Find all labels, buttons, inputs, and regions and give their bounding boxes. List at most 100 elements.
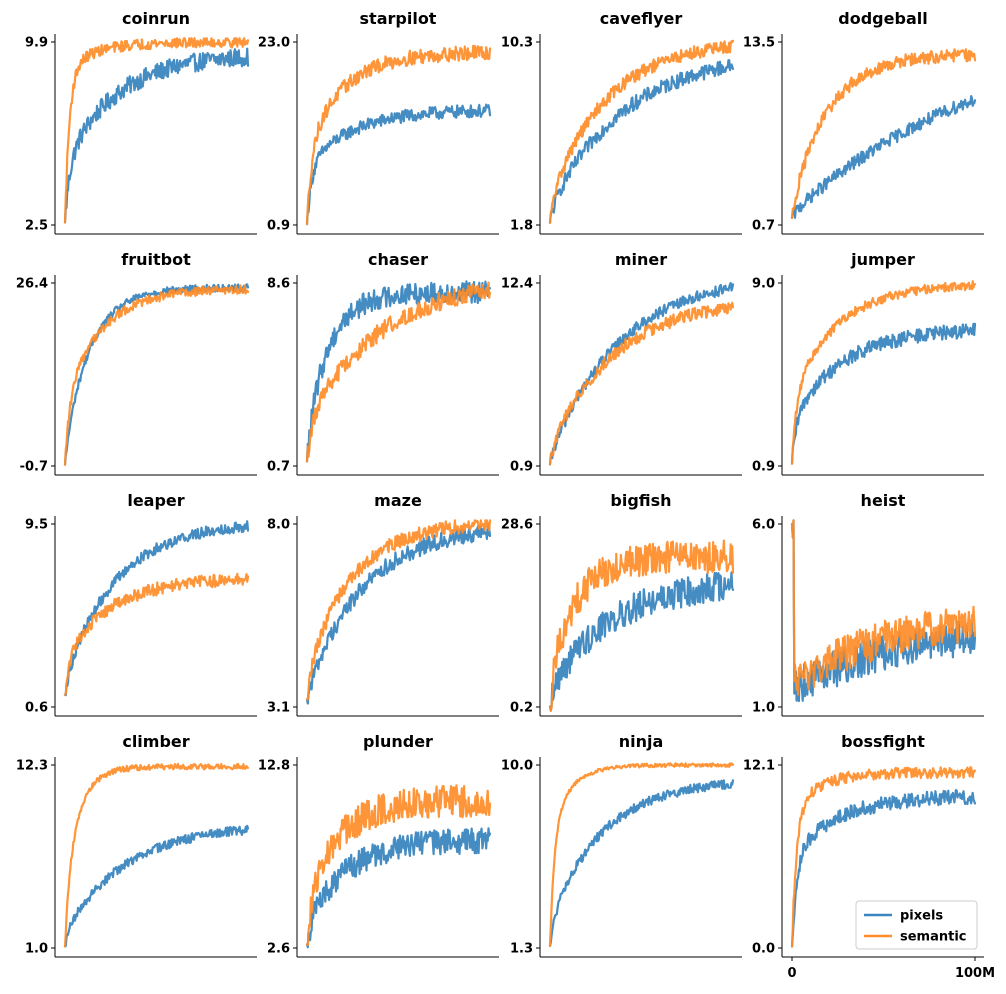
x-tick-label-start: 0 (787, 966, 796, 981)
panel-title: plunder (363, 732, 433, 751)
y-tick-label-max: 9.5 (25, 518, 48, 533)
panel-bigfish: bigfish 0.2 28.6 (501, 491, 742, 717)
panel-bossfight: bossfight 0.0 12.1 (743, 732, 984, 958)
panel-caveflyer: caveflyer 1.8 10.3 (501, 9, 742, 235)
panel-title: ninja (619, 732, 664, 751)
legend-label-pixels: pixels (900, 909, 943, 924)
series-line-semantic (548, 762, 735, 947)
series-line-semantic (63, 37, 250, 224)
y-tick-label-max: 8.0 (267, 518, 290, 533)
series-line-pixels (305, 103, 492, 226)
y-tick-label-max: 13.5 (743, 36, 775, 51)
series-line-pixels (548, 59, 735, 224)
y-tick-label-max: 9.9 (25, 36, 48, 51)
y-tick-label-min: 0.0 (752, 942, 775, 957)
y-tick-label-max: 23.0 (258, 36, 290, 51)
series-line-semantic (63, 284, 250, 466)
panel-starpilot: starpilot 0.9 23.0 (258, 9, 499, 235)
panel-heist: heist 1.0 6.0 (752, 491, 984, 717)
series-line-pixels (305, 280, 492, 463)
y-tick-label-max: 6.0 (752, 518, 775, 533)
panel-title: climber (122, 732, 189, 751)
y-tick-label-min: 3.1 (267, 701, 290, 716)
series-line-semantic (305, 519, 492, 701)
y-tick-label-max: 9.0 (752, 277, 775, 292)
y-tick-label-min: 0.9 (510, 460, 533, 475)
y-tick-label-max: 28.6 (501, 518, 533, 533)
series-line-semantic (548, 539, 735, 712)
panel-miner: miner 0.9 12.4 (501, 250, 742, 476)
y-tick-label-min: 0.7 (267, 460, 290, 475)
y-tick-label-min: 1.3 (510, 942, 533, 957)
panel-title: fruitbot (121, 250, 191, 269)
series-line-pixels (63, 824, 250, 948)
series-line-semantic (790, 48, 977, 219)
panel-fruitbot: fruitbot -0.7 26.4 (16, 250, 257, 476)
y-tick-label-min: 0.9 (752, 460, 775, 475)
panel-climber: climber 1.0 12.3 (16, 732, 257, 958)
y-tick-label-min: 1.0 (752, 701, 775, 716)
panel-chaser: chaser 0.7 8.6 (267, 250, 499, 476)
y-tick-label-max: 8.6 (267, 277, 290, 292)
panel-maze: maze 3.1 8.0 (267, 491, 499, 717)
panel-dodgeball: dodgeball 0.7 13.5 (743, 9, 984, 235)
panel-ninja: ninja 1.3 10.0 (501, 732, 742, 958)
panel-title: jumper (850, 250, 915, 269)
panel-title: caveflyer (600, 9, 683, 28)
series-line-semantic (305, 281, 492, 463)
series-line-pixels (790, 322, 977, 465)
panel-plunder: plunder 2.6 12.8 (258, 732, 499, 958)
series-line-pixels (548, 281, 735, 466)
y-tick-label-min: 1.0 (25, 942, 48, 957)
series-line-semantic (305, 784, 492, 947)
panel-title: coinrun (122, 9, 190, 28)
panel-title: starpilot (360, 9, 437, 28)
y-tick-label-max: 12.4 (501, 277, 533, 292)
panel-title: chaser (368, 250, 428, 269)
panel-leaper: leaper 0.6 9.5 (25, 491, 257, 717)
series-line-semantic (790, 519, 977, 696)
series-line-semantic (548, 301, 735, 466)
panel-jumper: jumper 0.9 9.0 (752, 250, 984, 476)
panel-title: miner (615, 250, 667, 269)
y-tick-label-max: 12.1 (743, 759, 775, 774)
y-tick-label-min: -0.7 (20, 460, 48, 475)
series-line-pixels (63, 47, 250, 224)
panel-title: dodgeball (838, 9, 927, 28)
y-tick-label-min: 0.9 (267, 219, 290, 234)
panel-title: heist (861, 491, 906, 510)
y-tick-label-min: 0.2 (510, 701, 533, 716)
series-line-semantic (790, 766, 977, 948)
series-line-pixels (790, 789, 977, 948)
y-tick-label-min: 2.5 (25, 219, 48, 234)
series-line-pixels (305, 827, 492, 949)
y-tick-label-max: 10.0 (501, 759, 533, 774)
y-tick-label-min: 1.8 (510, 219, 533, 234)
y-tick-label-max: 12.3 (16, 759, 48, 774)
y-tick-label-max: 12.8 (258, 759, 290, 774)
series-line-pixels (548, 779, 735, 947)
y-tick-label-min: 0.6 (25, 701, 48, 716)
series-line-semantic (548, 39, 735, 224)
panel-coinrun: coinrun 2.5 9.9 (25, 9, 257, 235)
x-tick-label-end: 100M (955, 966, 995, 981)
panel-title: bigfish (610, 491, 671, 510)
y-tick-label-min: 2.6 (267, 942, 290, 957)
series-line-semantic (790, 280, 977, 465)
legend: pixels semantic (855, 900, 978, 950)
panel-title: maze (374, 491, 422, 510)
series-line-pixels (548, 571, 735, 712)
series-line-pixels (63, 520, 250, 697)
series-line-pixels (305, 523, 492, 705)
panel-title: bossfight (841, 732, 925, 751)
legend-label-semantic: semantic (900, 930, 967, 945)
panel-title: leaper (127, 491, 184, 510)
y-tick-label-min: 0.7 (752, 219, 775, 234)
series-line-pixels (790, 95, 977, 219)
series-line-semantic (63, 762, 250, 948)
series-line-semantic (305, 44, 492, 226)
y-tick-label-max: 10.3 (501, 36, 533, 51)
y-tick-label-max: 26.4 (16, 277, 48, 292)
